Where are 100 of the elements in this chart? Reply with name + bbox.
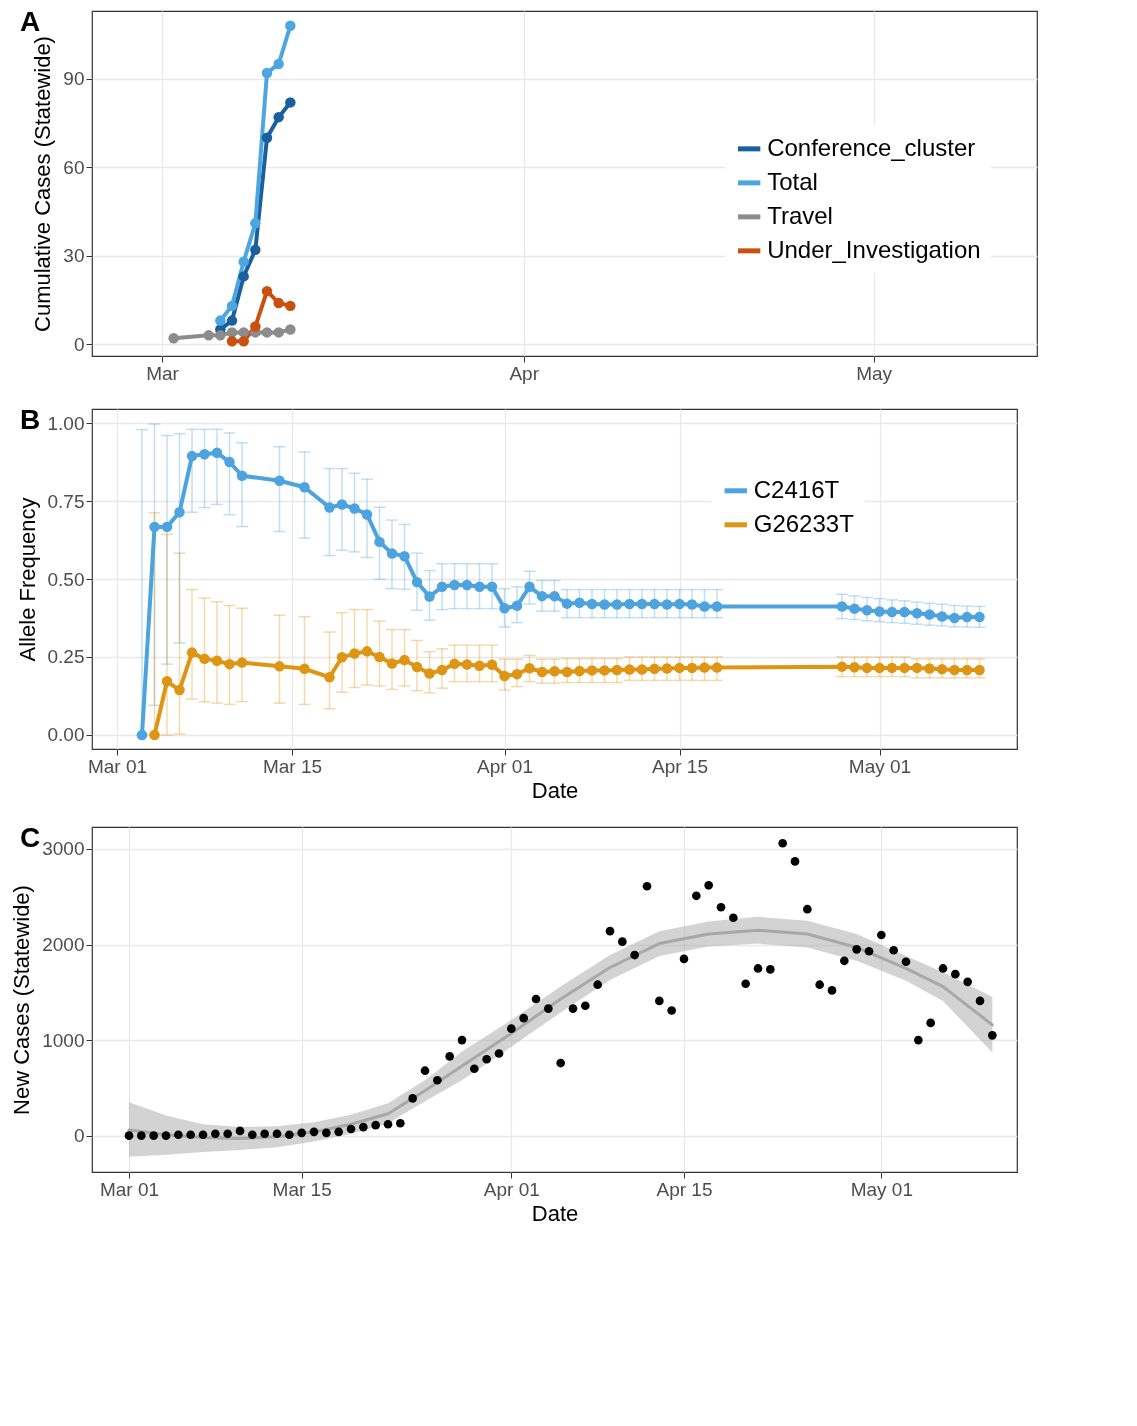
point [336, 499, 348, 510]
point [361, 509, 373, 520]
point [211, 655, 223, 666]
point [186, 647, 198, 658]
point [424, 668, 435, 679]
point [285, 300, 296, 312]
point [486, 659, 498, 671]
point [211, 447, 223, 458]
point [261, 132, 273, 144]
legend-label: Conference_cluster [767, 133, 976, 161]
x-tick-label: Apr [509, 362, 540, 384]
point [649, 663, 660, 675]
point [226, 327, 238, 338]
point [436, 581, 448, 593]
y-tick-label: 90 [63, 68, 85, 90]
point [324, 502, 335, 513]
point [449, 579, 460, 591]
point [199, 653, 210, 665]
point [238, 256, 249, 267]
point [586, 598, 598, 610]
point [849, 662, 860, 673]
x-axis-title: Date [531, 777, 579, 803]
point [836, 661, 848, 672]
point [649, 598, 660, 610]
point [611, 599, 623, 610]
point [561, 598, 573, 609]
point [711, 662, 723, 673]
point [324, 672, 335, 683]
point [399, 551, 410, 562]
point [224, 658, 235, 670]
y-tick-label: 0 [73, 1125, 85, 1147]
point [899, 662, 910, 674]
point [374, 651, 385, 663]
y-axis-title: Allele Frequency [14, 497, 40, 662]
point [674, 598, 685, 610]
point [238, 336, 249, 347]
point [386, 658, 398, 669]
point [411, 576, 423, 588]
point [274, 661, 285, 672]
text: C [20, 822, 41, 853]
point [238, 327, 249, 338]
point [149, 521, 160, 533]
point [599, 665, 610, 676]
point [686, 662, 698, 674]
point [699, 601, 710, 612]
point [474, 660, 485, 671]
x-tick-label: Mar 15 [272, 1178, 332, 1200]
x-tick-label: Mar [146, 362, 180, 384]
point [636, 664, 648, 675]
point [436, 664, 448, 676]
point [911, 662, 923, 674]
point [536, 590, 548, 602]
y-tick-label: 30 [63, 245, 85, 267]
point [238, 271, 249, 282]
point [299, 663, 310, 675]
point [449, 658, 460, 670]
point [936, 663, 948, 675]
x-axis-title: Date [531, 1200, 579, 1226]
point [374, 536, 385, 548]
point [411, 661, 423, 673]
point [836, 601, 848, 612]
point [215, 315, 226, 326]
point [186, 450, 198, 462]
point [250, 218, 261, 229]
point [285, 97, 296, 108]
point [861, 662, 873, 674]
point [168, 333, 179, 344]
point [274, 475, 285, 486]
point [424, 591, 435, 602]
x-tick-label: Apr 15 [656, 1178, 713, 1200]
point [361, 646, 373, 657]
y-tick-label: 1000 [42, 1029, 85, 1051]
point [574, 665, 585, 677]
point [674, 662, 685, 674]
point [699, 662, 710, 673]
point [549, 590, 560, 602]
y-tick-label: 3000 [42, 838, 85, 860]
point [474, 581, 485, 593]
legend-label: Total [767, 167, 818, 195]
point [574, 597, 585, 608]
x-tick-label: Apr 01 [483, 1178, 540, 1200]
point [273, 58, 284, 70]
point [349, 648, 360, 659]
y-axis-title: Cumulative Cases (Statewide) [30, 36, 56, 332]
point [499, 670, 510, 682]
point [199, 449, 210, 460]
x-tick-label: May [856, 362, 893, 384]
point [261, 285, 273, 297]
point [499, 603, 510, 614]
point [261, 327, 273, 338]
y-tick-label: 0.25 [47, 646, 85, 668]
point [549, 666, 560, 677]
text: B [20, 404, 41, 435]
point [203, 330, 214, 341]
point [874, 606, 885, 617]
point [661, 663, 673, 674]
point [886, 662, 898, 674]
y-axis-title: New Cases (Statewide) [9, 885, 35, 1115]
y-tick-label: 0.00 [47, 724, 85, 746]
point [611, 664, 623, 676]
